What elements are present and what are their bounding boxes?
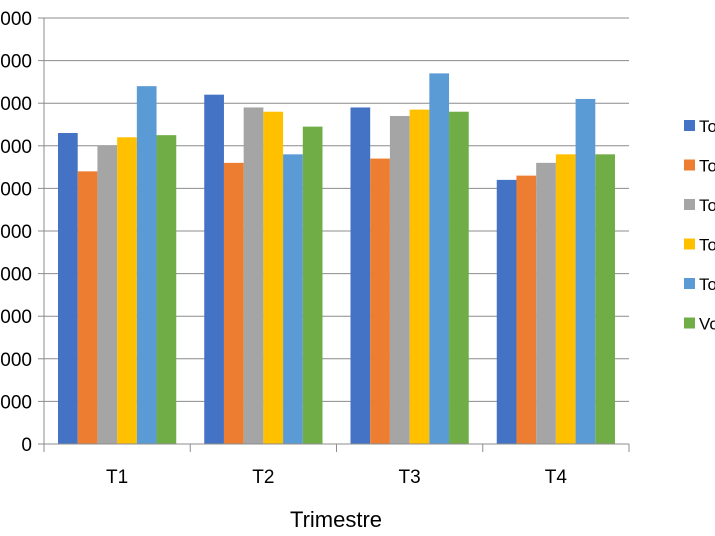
legend-label: To <box>699 236 715 255</box>
y-tick-label: 000 <box>0 94 32 115</box>
bar <box>204 94 224 445</box>
bar <box>58 133 78 444</box>
bar <box>136 86 157 444</box>
y-tick-label: 000 <box>0 265 32 286</box>
y-tick-label: 000 <box>0 9 32 30</box>
legend-label: To <box>699 196 715 215</box>
bar <box>429 73 450 444</box>
x-category-label: T2 <box>252 467 274 488</box>
bar <box>263 111 284 444</box>
x-category-label: T1 <box>106 467 128 488</box>
legend-label: To <box>699 157 715 176</box>
bar <box>536 162 556 444</box>
bar <box>302 126 323 444</box>
y-tick-label: 000 <box>0 222 32 243</box>
legend: To To To To To Vo <box>684 117 715 334</box>
y-tick-label: 000 <box>0 392 32 413</box>
bars <box>58 73 615 445</box>
y-tick-label: 000 <box>0 137 32 158</box>
legend-label: To <box>699 117 715 136</box>
bar <box>370 158 390 444</box>
bar <box>496 179 517 444</box>
legend-swatch <box>684 278 695 289</box>
x-category-labels: T1 T2 T3 T4 <box>106 467 567 488</box>
bar <box>117 137 137 444</box>
y-tick-label: 0 <box>21 435 32 456</box>
bar <box>223 162 244 444</box>
y-tick-label: 000 <box>0 307 32 328</box>
bar <box>283 154 303 444</box>
legend-swatch <box>684 317 695 329</box>
x-category-label: T3 <box>399 467 421 488</box>
bar <box>243 107 264 445</box>
axes <box>38 17 630 452</box>
x-axis-title: Trimestre <box>290 507 382 532</box>
y-tick-label: 000 <box>0 52 32 73</box>
bar <box>389 115 410 444</box>
bar <box>575 98 596 444</box>
bar <box>97 145 118 445</box>
y-tick-label: 000 <box>0 179 32 200</box>
bar <box>516 175 537 444</box>
bar <box>156 135 177 444</box>
legend-swatch <box>684 238 695 250</box>
legend-label: Vo <box>699 315 715 334</box>
legend-swatch <box>684 159 695 171</box>
x-category-label: T4 <box>545 467 568 488</box>
bar <box>595 154 615 444</box>
bar <box>350 107 371 445</box>
legend-swatch <box>684 120 695 131</box>
bar <box>555 154 576 444</box>
y-tick-label: 000 <box>0 350 32 371</box>
bar <box>449 111 469 444</box>
bar <box>409 109 430 444</box>
legend-swatch <box>684 199 695 210</box>
bar <box>77 171 98 445</box>
legend-label: To <box>699 275 715 294</box>
